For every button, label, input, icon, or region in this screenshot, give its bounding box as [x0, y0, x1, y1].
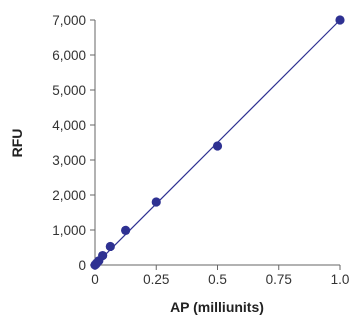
y-tick-label: 0: [78, 258, 86, 273]
y-tick-label: 4,000: [52, 118, 86, 133]
points-layer: [90, 15, 345, 270]
data-point: [335, 15, 345, 25]
y-tick-label: 3,000: [52, 153, 86, 168]
y-tick-label: 2,000: [52, 188, 86, 203]
x-tick-label: 0.25: [143, 272, 169, 287]
data-point: [212, 141, 223, 151]
data-point: [105, 241, 115, 252]
x-axis: 0 0.25 0.5 0.75 1.0: [91, 264, 350, 287]
x-tick-label: 0.75: [266, 272, 292, 287]
data-point: [98, 250, 108, 261]
y-axis-title: RFU: [9, 129, 25, 158]
x-tick-label: 1.0: [331, 272, 350, 287]
y-tick-label: 1,000: [52, 223, 86, 238]
y-tick-label: 6,000: [52, 48, 86, 63]
y-axis: 0 1,000 2,000 3,000 4,000 5,000 6,000 7,000: [52, 13, 96, 273]
x-tick-label: 0.5: [208, 272, 227, 287]
y-tick-label: 5,000: [52, 83, 86, 98]
y-tick-label: 7,000: [52, 13, 86, 28]
x-tick-label: 0: [91, 272, 99, 287]
data-point: [151, 197, 161, 207]
data-point: [121, 225, 131, 235]
x-axis-title: AP (milliunits): [170, 299, 264, 315]
